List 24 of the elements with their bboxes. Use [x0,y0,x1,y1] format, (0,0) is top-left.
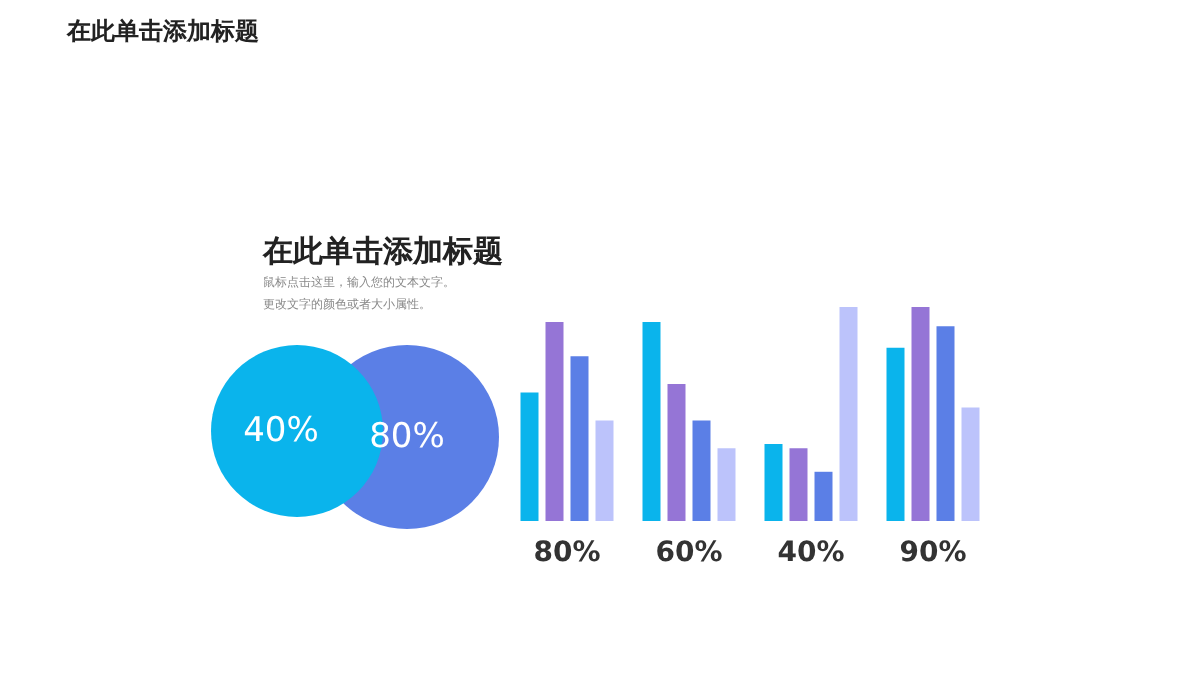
bar [911,307,930,521]
bar [814,471,833,521]
bar [936,326,955,521]
bar [692,420,711,521]
bar [789,448,808,521]
x-tick-label: 40% [777,537,845,569]
bar [839,307,858,521]
bar [520,392,539,521]
bar [595,420,614,521]
bar [570,356,589,521]
text: 80% [369,417,445,457]
bar [961,407,980,521]
chart-title: 在此单击添加标题 [261,233,503,269]
x-tick-label: 60% [655,537,723,569]
bar [667,384,686,521]
bar [545,321,564,521]
bar [642,321,661,521]
bar [886,347,905,521]
x-tick-label: 90% [899,537,967,569]
bar [717,448,736,521]
text: 40% [243,411,319,451]
bar [764,443,783,521]
x-tick-label: 80% [533,537,601,569]
text: 在此单击添加标题 [65,17,259,45]
